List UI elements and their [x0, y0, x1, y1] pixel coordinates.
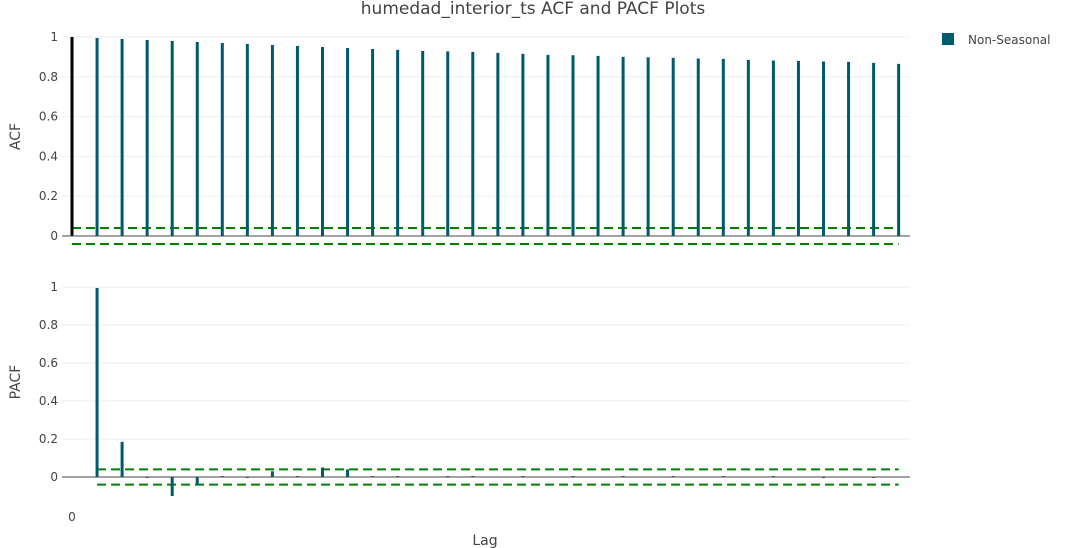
pacf-bars	[95, 287, 876, 496]
y-tick-label: 0.2	[39, 432, 58, 446]
pacf-y-axis-label: PACF	[8, 365, 24, 400]
acf-y-tick-labels: 0 0.2 0.4 0.6 0.8 1	[39, 30, 58, 243]
acf-y-axis-label: ACF	[8, 123, 24, 150]
acf-panel: 0 0.2 0.4 0.6 0.8 1 ACF	[8, 30, 910, 245]
y-tick-label: 0.6	[39, 356, 58, 370]
acf-bars	[70, 37, 901, 236]
y-tick-label: 0.8	[39, 70, 58, 84]
chart-title: humedad_interior_ts ACF and PACF Plots	[361, 0, 706, 19]
acf-gridlines	[62, 36, 910, 197]
y-tick-label: 1	[50, 30, 58, 44]
y-tick-label: 0.6	[39, 110, 58, 124]
y-tick-label: 0.4	[39, 394, 58, 408]
x-tick-label: 0	[68, 510, 76, 524]
x-axis-label: Lag	[472, 533, 497, 548]
pacf-y-tick-labels: 0 0.2 0.4 0.6 0.8 1	[39, 280, 58, 484]
y-tick-label: 0	[50, 229, 58, 243]
y-tick-label: 0.4	[39, 149, 58, 163]
y-tick-label: 0	[50, 470, 58, 484]
y-tick-label: 1	[50, 280, 58, 294]
legend-swatch	[942, 33, 954, 45]
y-tick-label: 0.8	[39, 318, 58, 332]
acf-confidence-bands	[72, 227, 899, 245]
pacf-panel: 0 0.2 0.4 0.6 0.8 1 PACF	[8, 280, 910, 496]
y-tick-label: 0.2	[39, 189, 58, 203]
pacf-gridlines	[62, 286, 910, 440]
legend-label: Non-Seasonal	[968, 33, 1051, 47]
legend[interactable]: Non-Seasonal	[942, 33, 1051, 47]
pacf-confidence-bands	[97, 468, 899, 486]
